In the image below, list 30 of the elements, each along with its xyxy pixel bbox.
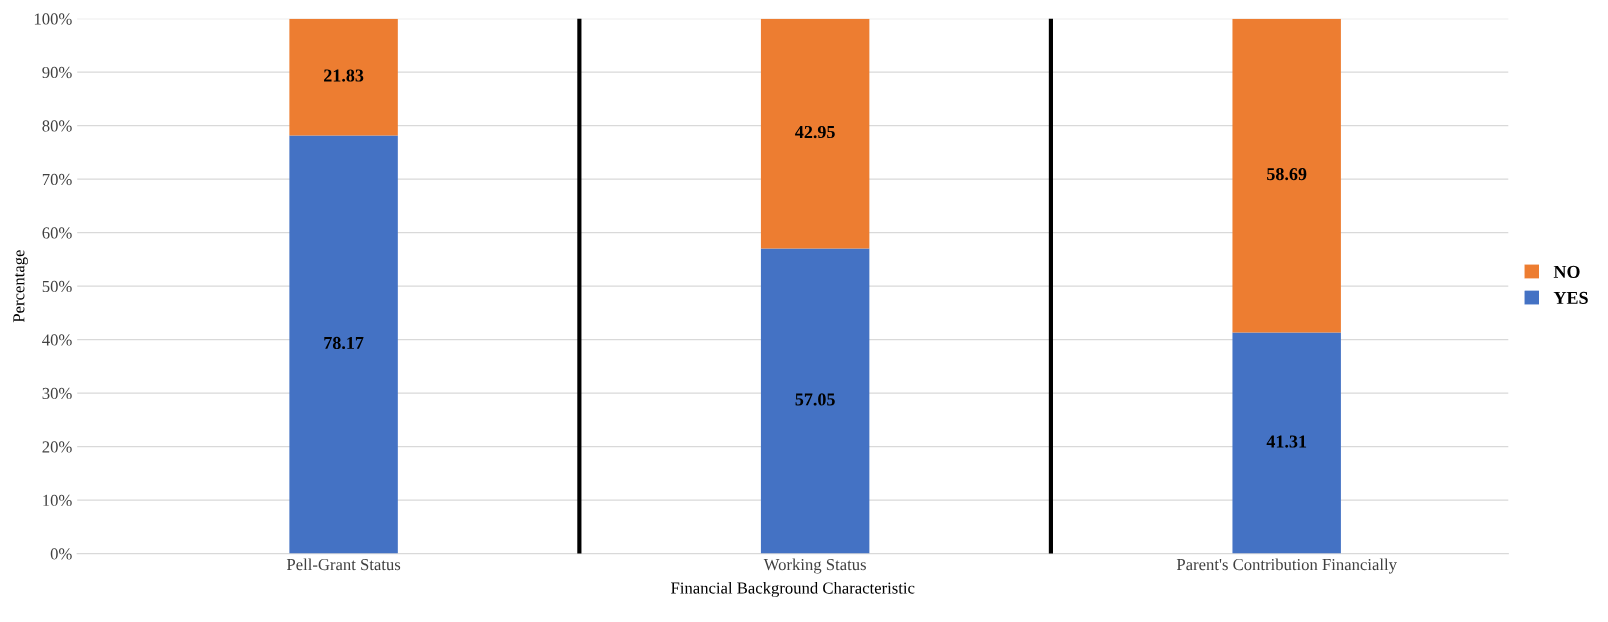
- y-axis-title: Percentage: [13, 250, 28, 323]
- y-tick-label: 40%: [42, 334, 72, 346]
- x-tick-label: Parent's Contribution Financially: [1176, 558, 1397, 574]
- y-tick-label: 30%: [42, 387, 72, 400]
- x-tick-label: Pell-Grant Status: [286, 558, 401, 571]
- bar: [1232, 18, 1341, 333]
- bar: [1232, 332, 1341, 554]
- data-label: 21.83: [324, 69, 364, 82]
- y-tick-label: 90%: [42, 66, 72, 79]
- bar: [289, 18, 398, 136]
- bar: [289, 135, 398, 554]
- y-tick-label: 0%: [50, 548, 72, 560]
- bar: [760, 18, 870, 249]
- y-tick-label: 10%: [43, 494, 72, 507]
- y-tick-label: 60%: [42, 227, 72, 239]
- legend-label: YES: [1553, 291, 1588, 304]
- x-tick-label: Working Status: [763, 558, 866, 574]
- bar: [760, 248, 870, 554]
- data-label: 78.17: [324, 336, 364, 350]
- x-axis-title: Financial Background Characteristic: [671, 581, 915, 598]
- y-tick-label: 100%: [34, 13, 72, 25]
- data-label: 58.69: [1267, 167, 1307, 181]
- y-tick-label: 50%: [42, 280, 72, 293]
- data-label: 42.95: [795, 125, 835, 139]
- y-tick-label: 70%: [42, 173, 72, 186]
- y-tick-label: 80%: [42, 120, 72, 132]
- data-label: 41.31: [1266, 435, 1307, 448]
- y-tick-label: 20%: [42, 441, 72, 453]
- data-label: 57.05: [795, 393, 835, 406]
- legend-label: NO: [1553, 265, 1580, 278]
